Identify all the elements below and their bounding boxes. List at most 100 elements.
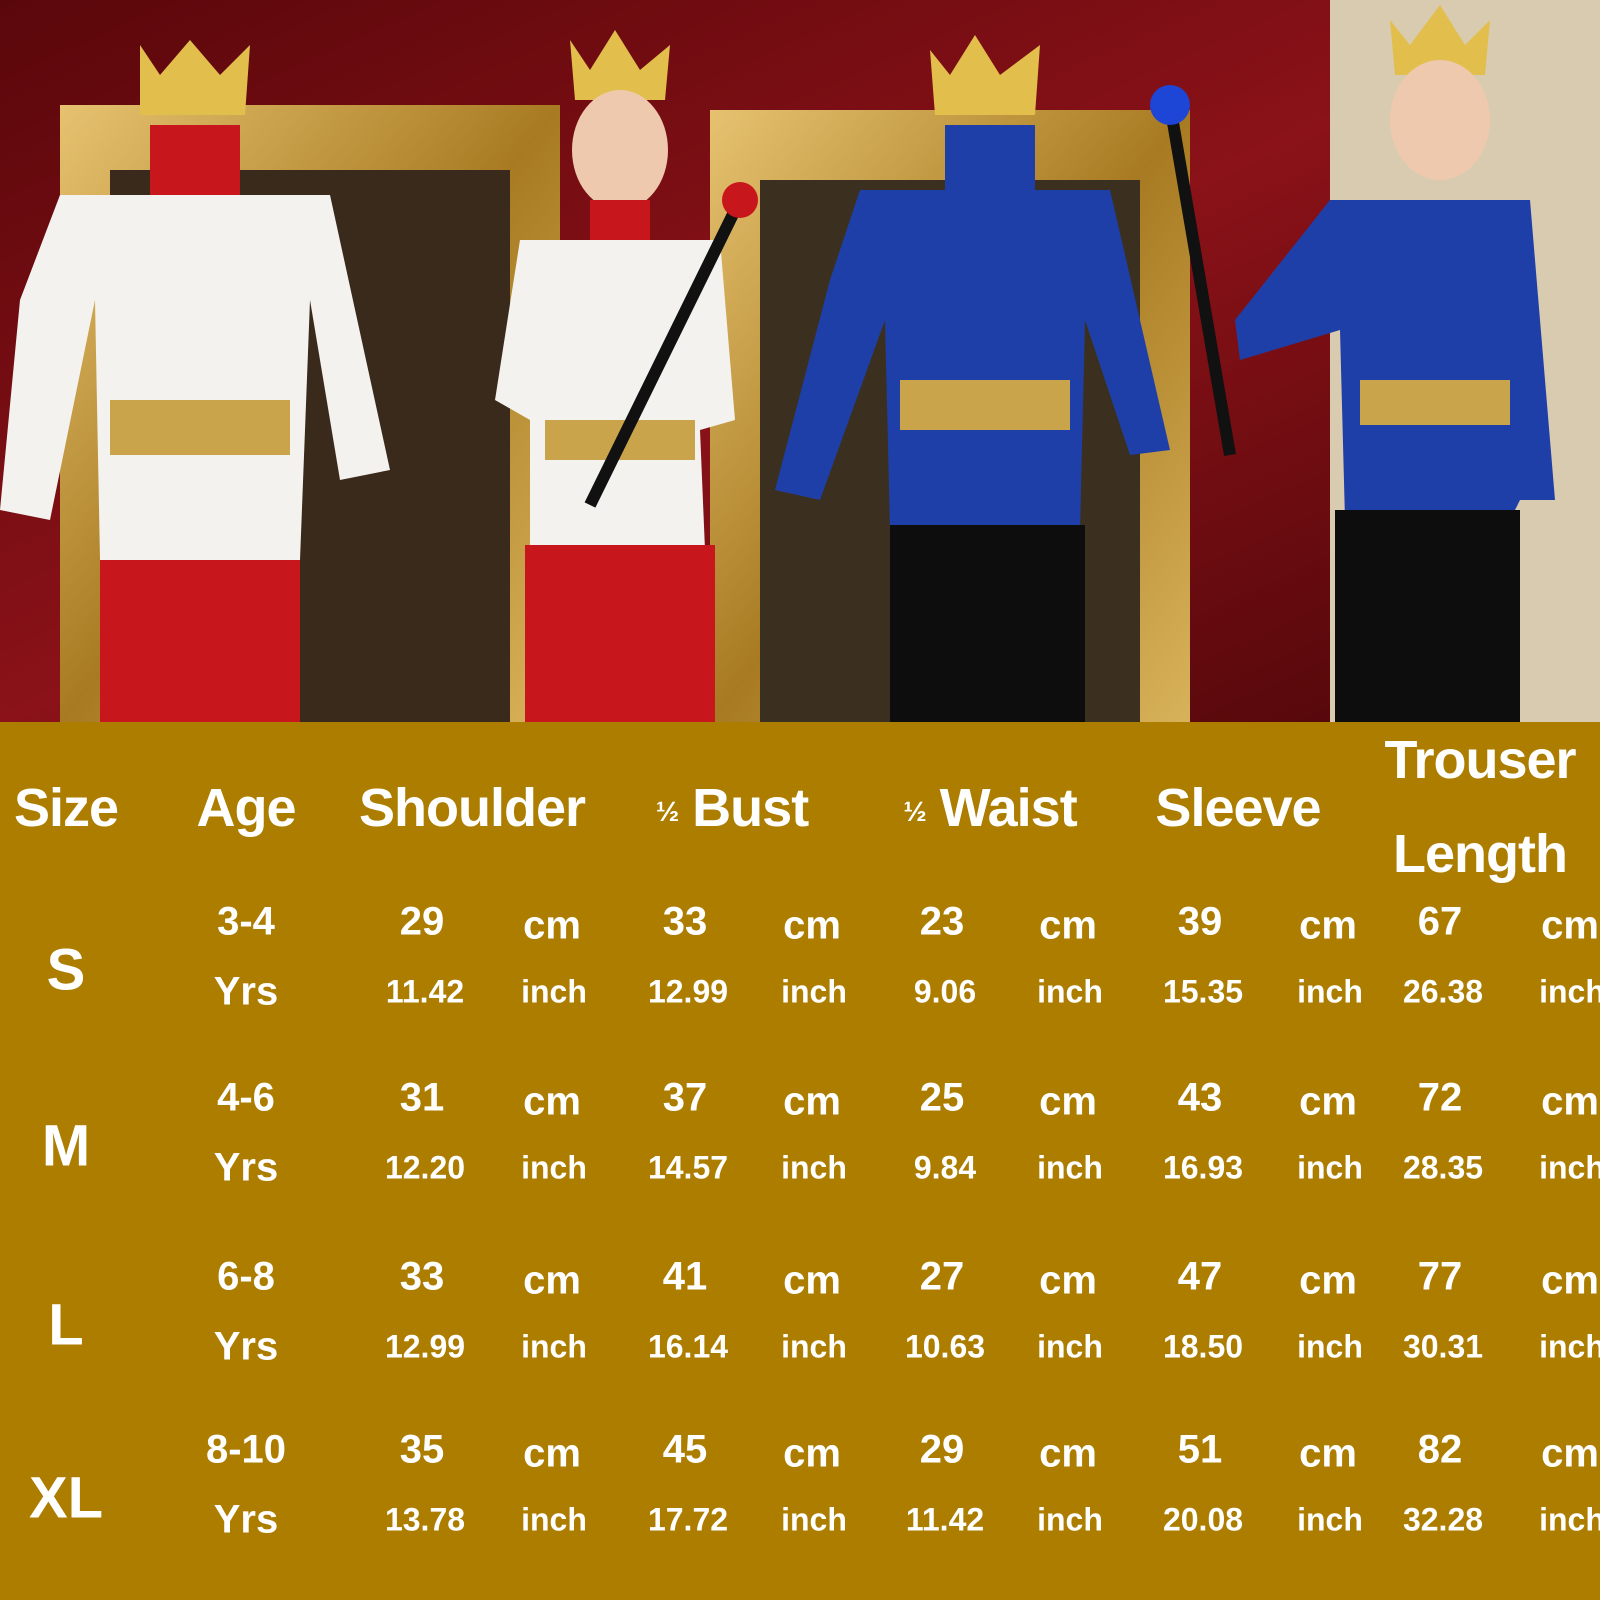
waist-inch-value: 9.84 (913, 1149, 977, 1186)
bust-inch-unit: inch (781, 1328, 847, 1365)
sleeve-inch-value: 15.35 (1162, 973, 1244, 1010)
trouser-inch-value: 30.31 (1402, 1328, 1484, 1365)
shoulder-inch-unit: inch (521, 1149, 587, 1186)
sleeve-cm-value: 43 (1177, 1075, 1223, 1120)
shoulder-inch-value: 12.99 (384, 1328, 466, 1365)
waist-cm-value: 27 (919, 1254, 965, 1299)
half-symbol: ½ (903, 795, 926, 827)
shoulder-inch-value: 13.78 (384, 1501, 466, 1538)
shoulder-cm-value: 35 (399, 1427, 445, 1472)
bust-cm-unit: cm (783, 1079, 841, 1124)
header-length: Length (1393, 824, 1568, 884)
header-bust-label: Bust (692, 778, 809, 838)
waist-cm-unit: cm (1039, 1079, 1097, 1124)
size-chart: Size Age Shoulder ½ Bust ½ Waist Sleeve Tr… (0, 722, 1600, 1600)
blue-costume-mannequin (775, 35, 1170, 722)
bust-inch-unit: inch (781, 1501, 847, 1538)
age-unit: Yrs (213, 1497, 279, 1542)
bust-inch-value: 17.72 (647, 1501, 729, 1538)
waist-inch-value: 11.42 (905, 1501, 985, 1538)
size-label: L (48, 1292, 84, 1358)
trouser-inch-value: 28.35 (1402, 1149, 1484, 1186)
sleeve-cm-value: 47 (1177, 1254, 1223, 1299)
sleeve-inch-unit: inch (1297, 1501, 1363, 1538)
size-label: M (41, 1113, 91, 1179)
bust-cm-unit: cm (783, 1258, 841, 1303)
trouser-inch-value: 32.28 (1402, 1501, 1484, 1538)
header-shoulder: Shoulder (358, 778, 586, 838)
shoulder-cm-unit: cm (523, 1079, 581, 1124)
age-range: 6-8 (217, 1254, 275, 1299)
age-unit: Yrs (213, 1324, 279, 1369)
shoulder-cm-value: 31 (399, 1075, 445, 1120)
waist-inch-unit: inch (1037, 1501, 1103, 1538)
waist-cm-value: 23 (919, 899, 965, 944)
trouser-inch-unit: inch (1539, 1328, 1600, 1365)
shoulder-inch-unit: inch (521, 973, 587, 1010)
sleeve-cm-unit: cm (1299, 903, 1357, 948)
sleeve-inch-unit: inch (1297, 1149, 1363, 1186)
waist-cm-unit: cm (1039, 1258, 1097, 1303)
bust-cm-value: 41 (662, 1254, 708, 1299)
waist-inch-value: 9.06 (913, 973, 977, 1010)
sleeve-cm-unit: cm (1299, 1431, 1357, 1476)
waist-inch-value: 10.63 (904, 1328, 986, 1365)
waist-inch-unit: inch (1037, 973, 1103, 1010)
header-trouser: Trouser (1384, 730, 1576, 790)
trouser-cm-value: 77 (1417, 1254, 1463, 1299)
sleeve-cm-unit: cm (1299, 1258, 1357, 1303)
header-waist: ½ Waist (903, 777, 1077, 839)
boy-white-costume (495, 30, 758, 722)
sleeve-cm-value: 51 (1177, 1427, 1223, 1472)
size-label: XL (28, 1465, 104, 1531)
bust-inch-unit: inch (781, 1149, 847, 1186)
age-range: 8-10 (205, 1427, 287, 1472)
trouser-cm-unit: cm (1541, 1431, 1599, 1476)
shoulder-inch-value: 12.20 (384, 1149, 466, 1186)
age-range: 4-6 (217, 1075, 275, 1120)
waist-inch-unit: inch (1037, 1149, 1103, 1186)
bust-inch-unit: inch (781, 973, 847, 1010)
trouser-cm-value: 82 (1417, 1427, 1463, 1472)
header-age: Age (196, 778, 296, 838)
shoulder-cm-value: 33 (399, 1254, 445, 1299)
trouser-inch-value: 26.38 (1402, 973, 1484, 1010)
bust-cm-unit: cm (783, 903, 841, 948)
sleeve-inch-value: 16.93 (1162, 1149, 1244, 1186)
sleeve-inch-unit: inch (1297, 1328, 1363, 1365)
sleeve-inch-unit: inch (1297, 973, 1363, 1010)
shoulder-inch-unit: inch (521, 1501, 587, 1538)
shoulder-inch-value: 11.42 (385, 973, 465, 1010)
trouser-inch-unit: inch (1539, 1501, 1600, 1538)
bust-inch-value: 14.57 (647, 1149, 729, 1186)
trouser-cm-value: 72 (1417, 1075, 1463, 1120)
sleeve-cm-unit: cm (1299, 1079, 1357, 1124)
header-bust: ½ Bust (656, 777, 809, 839)
white-costume-mannequin (0, 40, 390, 722)
shoulder-cm-unit: cm (523, 903, 581, 948)
bust-inch-value: 12.99 (647, 973, 729, 1010)
trouser-cm-unit: cm (1541, 1258, 1599, 1303)
shoulder-inch-unit: inch (521, 1328, 587, 1365)
age-unit: Yrs (213, 1145, 279, 1190)
shoulder-cm-unit: cm (523, 1258, 581, 1303)
sleeve-inch-value: 20.08 (1162, 1501, 1244, 1538)
size-label: S (46, 937, 86, 1003)
bust-cm-unit: cm (783, 1431, 841, 1476)
waist-cm-value: 29 (919, 1427, 965, 1472)
boy-blue-costume (1150, 5, 1555, 722)
trouser-inch-unit: inch (1539, 973, 1600, 1010)
shoulder-cm-unit: cm (523, 1431, 581, 1476)
trouser-cm-unit: cm (1541, 1079, 1599, 1124)
waist-cm-unit: cm (1039, 1431, 1097, 1476)
bust-inch-value: 16.14 (647, 1328, 729, 1365)
age-unit: Yrs (213, 969, 279, 1014)
header-sleeve: Sleeve (1155, 778, 1321, 838)
sleeve-cm-value: 39 (1177, 899, 1223, 944)
age-range: 3-4 (217, 899, 275, 944)
waist-cm-unit: cm (1039, 903, 1097, 948)
trouser-cm-unit: cm (1541, 903, 1599, 948)
waist-cm-value: 25 (919, 1075, 965, 1120)
product-photo (0, 0, 1600, 722)
header-size: Size (13, 778, 119, 838)
